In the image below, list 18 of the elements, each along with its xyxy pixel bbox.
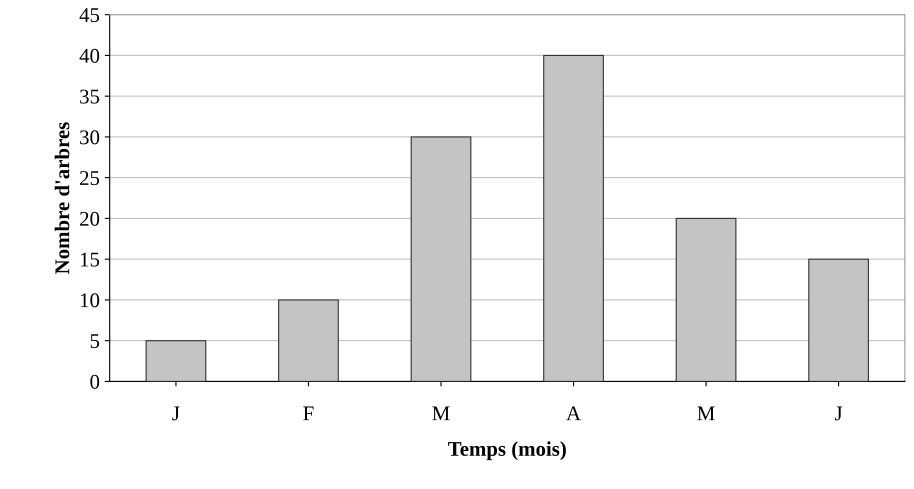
x-tick-label: F: [303, 406, 314, 420]
x-tick-label: A: [566, 406, 581, 420]
y-tick-label: 5: [90, 334, 100, 348]
y-tick-label: 30: [80, 130, 100, 144]
y-tick-label: 0: [90, 374, 100, 389]
y-axis-title: Nombre d'arbres: [54, 122, 70, 274]
x-tick-label: J: [172, 406, 180, 420]
y-tick-label: 15: [80, 252, 100, 267]
y-tick-label: 40: [80, 48, 100, 63]
y-tick-label: 10: [80, 293, 100, 308]
x-tick-label: M: [432, 406, 450, 420]
y-tick-label: 45: [80, 8, 100, 22]
x-tick-label: J: [834, 406, 842, 420]
y-tick-label: 35: [80, 90, 100, 104]
x-tick-label: M: [697, 406, 715, 420]
x-axis-title: Temps (mois): [448, 441, 566, 460]
y-tick-label: 20: [80, 212, 100, 226]
y-tick-label: 25: [80, 171, 100, 186]
